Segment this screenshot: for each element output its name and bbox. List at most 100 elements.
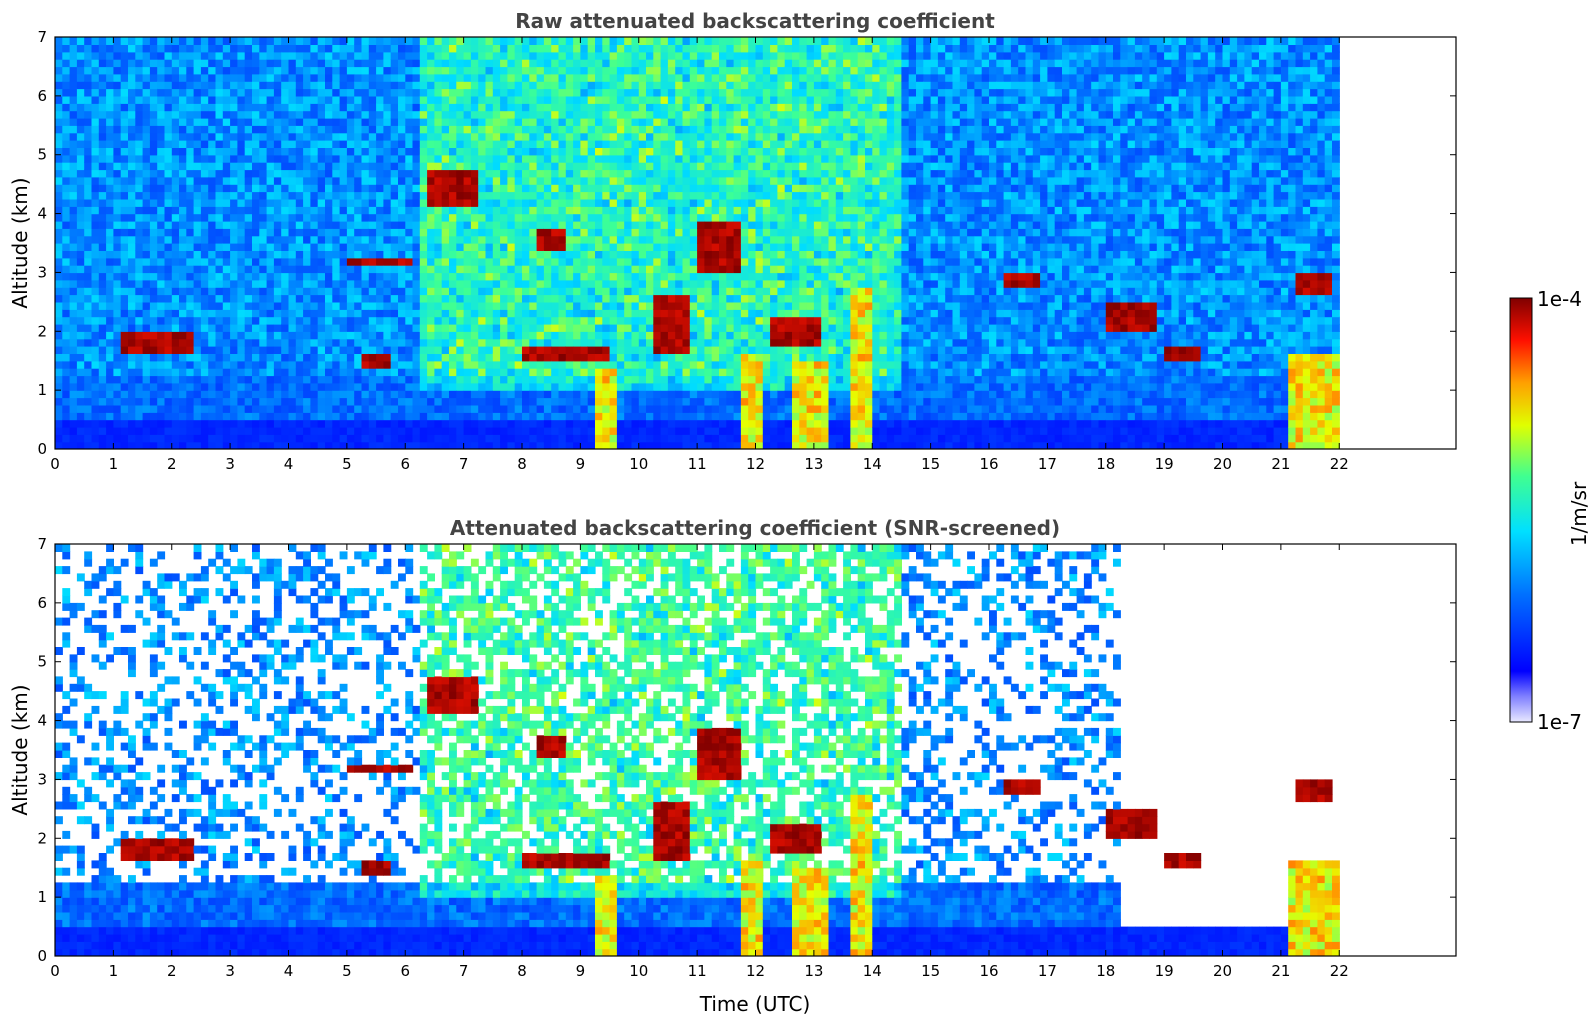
heatmap-cell	[441, 184, 450, 193]
heatmap-cell	[84, 95, 93, 104]
heatmap-cell	[354, 184, 363, 193]
heatmap-cell	[580, 346, 589, 354]
heatmap-cell	[252, 95, 260, 104]
heatmap-cell	[507, 66, 516, 75]
heatmap-cell	[405, 316, 414, 325]
heatmap-cell	[157, 81, 166, 90]
heatmap-cell	[653, 44, 662, 53]
heatmap-cell	[106, 279, 114, 288]
heatmap-cell	[76, 360, 85, 369]
heatmap-cell	[653, 316, 662, 325]
heatmap-cell	[587, 44, 596, 53]
heatmap-cell	[500, 37, 508, 45]
heatmap-cell	[624, 147, 633, 156]
heatmap-cell	[463, 301, 472, 310]
heatmap-cell	[419, 132, 428, 141]
heatmap-cell	[288, 51, 297, 60]
heatmap-cell	[675, 162, 684, 171]
heatmap-cell	[441, 81, 450, 90]
heatmap-cell	[398, 95, 406, 104]
heatmap-cell	[317, 279, 326, 288]
heatmap-cell	[565, 154, 574, 163]
heatmap-cell	[456, 426, 465, 435]
heatmap-cell	[646, 103, 654, 112]
heatmap-cell	[398, 228, 406, 237]
heatmap-cell	[288, 382, 297, 391]
heatmap-cell	[660, 81, 669, 90]
heatmap-cell	[135, 81, 144, 90]
heatmap-cell	[244, 162, 253, 171]
heatmap-cell	[514, 147, 523, 156]
heatmap-cell	[398, 390, 406, 399]
heatmap-cell	[441, 265, 450, 274]
heatmap-cell	[456, 132, 465, 141]
heatmap-cell	[164, 434, 173, 443]
heatmap-cell	[529, 294, 538, 303]
heatmap-cell	[427, 346, 435, 354]
heatmap-cell	[500, 103, 508, 112]
heatmap-cell	[55, 309, 63, 318]
heatmap-cell	[142, 316, 151, 325]
heatmap-cell	[208, 66, 217, 75]
heatmap-cell	[142, 95, 151, 104]
heatmap-cell	[405, 441, 414, 449]
heatmap-cell	[288, 375, 297, 384]
heatmap-cell	[98, 360, 107, 369]
heatmap-cell	[602, 294, 611, 303]
heatmap-cell	[675, 375, 684, 384]
heatmap-cell	[456, 419, 465, 428]
heatmap-cell	[689, 51, 698, 60]
heatmap-cell	[281, 257, 290, 266]
heatmap-cell	[332, 44, 341, 53]
heatmap-cell	[295, 279, 304, 288]
heatmap-cell	[84, 117, 93, 126]
heatmap-cell	[573, 375, 581, 384]
heatmap-cell	[587, 257, 596, 266]
heatmap-cell	[346, 346, 355, 354]
heatmap-cell	[376, 37, 384, 45]
heatmap-cell	[84, 191, 93, 200]
heatmap-cell	[580, 309, 589, 318]
heatmap-cell	[317, 81, 326, 90]
heatmap-cell	[237, 346, 246, 354]
heatmap-cell	[529, 360, 538, 369]
heatmap-cell	[361, 441, 370, 449]
heatmap-cell	[507, 250, 516, 259]
heatmap-cell	[222, 95, 231, 104]
heatmap-cell	[536, 95, 545, 104]
heatmap-cell	[62, 309, 71, 318]
heatmap-cell	[157, 279, 166, 288]
heatmap-cell	[288, 103, 297, 112]
heatmap-cell	[135, 301, 144, 310]
heatmap-cell	[602, 220, 611, 229]
heatmap-cell	[91, 132, 100, 141]
heatmap-cell	[230, 301, 238, 310]
heatmap-cell	[616, 140, 625, 148]
heatmap-cell	[667, 287, 676, 296]
heatmap-cell	[595, 434, 603, 443]
heatmap-cell	[616, 301, 625, 310]
heatmap-cell	[434, 368, 443, 377]
heatmap-cell	[573, 397, 581, 406]
heatmap-cell	[507, 103, 516, 112]
heatmap-cell	[587, 360, 596, 369]
heatmap-cell	[398, 331, 406, 340]
heatmap-cell	[631, 360, 640, 369]
heatmap-cell	[244, 191, 253, 200]
heatmap-cell	[573, 228, 581, 237]
heatmap-cell	[325, 346, 333, 354]
heatmap-cell	[485, 279, 494, 288]
heatmap-cell	[346, 426, 355, 435]
heatmap-cell	[609, 397, 618, 406]
heatmap-cell	[273, 95, 282, 104]
heatmap-cell	[157, 110, 166, 119]
heatmap-cell	[383, 404, 392, 413]
heatmap-cell	[609, 412, 618, 421]
heatmap-cell	[675, 243, 684, 251]
heatmap-cell	[376, 404, 384, 413]
heatmap-cell	[244, 198, 253, 207]
heatmap-cell	[62, 419, 71, 428]
heatmap-cell	[500, 301, 508, 310]
heatmap-cell	[631, 250, 640, 259]
heatmap-cell	[339, 198, 348, 207]
